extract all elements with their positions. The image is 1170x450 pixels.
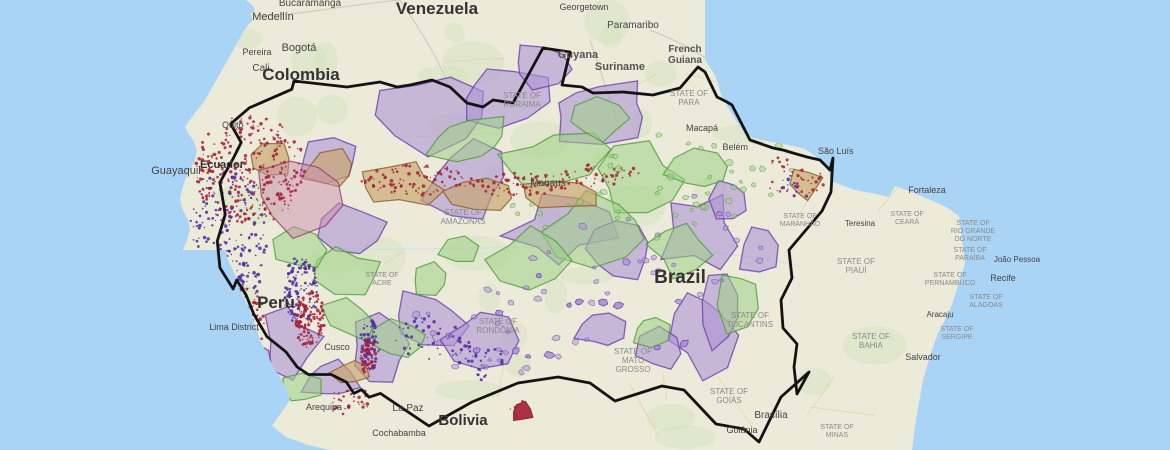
svg-text:STATE OF: STATE OF <box>953 247 986 254</box>
svg-text:ALAGOAS: ALAGOAS <box>969 302 1003 309</box>
svg-text:STATE OF: STATE OF <box>479 317 517 326</box>
svg-text:MATO: MATO <box>622 356 644 365</box>
svg-text:Venezuela: Venezuela <box>396 0 479 18</box>
svg-text:TOCANTINS: TOCANTINS <box>727 320 773 329</box>
svg-text:STATE OF: STATE OF <box>852 332 890 341</box>
svg-text:Ecuador: Ecuador <box>200 159 245 171</box>
svg-text:Bolivia: Bolivia <box>438 412 488 429</box>
svg-text:RORAIMA: RORAIMA <box>503 100 541 109</box>
svg-text:DO NORTE: DO NORTE <box>955 236 992 243</box>
svg-text:PARAÍBA: PARAÍBA <box>955 253 985 262</box>
svg-text:João Pessoa: João Pessoa <box>994 255 1041 264</box>
svg-text:Perú: Perú <box>257 293 295 312</box>
svg-text:ACRE: ACRE <box>372 280 392 287</box>
svg-text:Cochabamba: Cochabamba <box>372 428 426 438</box>
svg-text:Fortaleza: Fortaleza <box>908 185 946 195</box>
svg-text:PIAUÍ: PIAUÍ <box>846 266 868 275</box>
svg-text:STATE OF: STATE OF <box>783 213 816 220</box>
svg-text:Recife: Recife <box>990 273 1016 283</box>
svg-text:Guyana: Guyana <box>558 49 599 61</box>
svg-text:Salvador: Salvador <box>905 352 941 362</box>
svg-text:Guayaquil: Guayaquil <box>151 165 201 177</box>
svg-text:STATE OF: STATE OF <box>940 326 973 333</box>
svg-text:STATE OF: STATE OF <box>614 347 652 356</box>
svg-text:SERGIPE: SERGIPE <box>941 334 972 341</box>
svg-text:RIO GRANDE: RIO GRANDE <box>951 228 996 235</box>
svg-text:Cusco: Cusco <box>324 342 350 352</box>
svg-text:STATE OF: STATE OF <box>837 257 875 266</box>
svg-text:Brazil: Brazil <box>654 267 706 288</box>
svg-text:AMAZONAS: AMAZONAS <box>441 217 486 226</box>
svg-text:BAHIA: BAHIA <box>859 341 884 350</box>
svg-text:Teresina: Teresina <box>845 219 876 228</box>
svg-text:STATE OF: STATE OF <box>503 91 541 100</box>
svg-text:Arequipa: Arequipa <box>306 402 342 412</box>
svg-text:Manaus: Manaus <box>530 178 566 189</box>
svg-text:São Luís: São Luís <box>818 146 854 156</box>
svg-text:Medellín: Medellín <box>252 11 294 23</box>
svg-text:RONDÔNIA: RONDÔNIA <box>476 326 520 335</box>
svg-text:Colombia: Colombia <box>262 65 340 84</box>
svg-text:La Paz: La Paz <box>392 403 423 414</box>
svg-text:Guiana: Guiana <box>668 55 702 66</box>
svg-text:STATE OF: STATE OF <box>670 89 708 98</box>
svg-text:Aracaju: Aracaju <box>926 310 953 319</box>
svg-text:STATE OF: STATE OF <box>933 272 966 279</box>
svg-text:STATE OF: STATE OF <box>890 211 923 218</box>
svg-text:STATE OF: STATE OF <box>956 220 989 227</box>
svg-text:GROSSO: GROSSO <box>615 365 650 374</box>
svg-text:PERNAMBUCO: PERNAMBUCO <box>925 280 976 287</box>
svg-text:STATE OF: STATE OF <box>365 272 398 279</box>
svg-text:PARA: PARA <box>678 98 700 107</box>
svg-text:Belém: Belém <box>722 142 748 152</box>
svg-text:French: French <box>668 44 701 55</box>
svg-text:Bucaramanga: Bucaramanga <box>279 0 342 9</box>
svg-text:Paramaribo: Paramaribo <box>607 20 659 31</box>
svg-text:Suriname: Suriname <box>595 61 645 73</box>
svg-text:GOIÁS: GOIÁS <box>716 396 741 405</box>
svg-text:Macapá: Macapá <box>686 123 718 133</box>
svg-text:MINAS: MINAS <box>826 432 849 439</box>
svg-text:STATE OF: STATE OF <box>710 387 748 396</box>
svg-text:Quito: Quito <box>222 120 244 130</box>
svg-text:Georgetown: Georgetown <box>559 2 608 12</box>
svg-text:Brasília: Brasília <box>754 410 788 421</box>
svg-text:STATE OF: STATE OF <box>820 424 853 431</box>
svg-text:CEARÁ: CEARÁ <box>895 217 919 226</box>
svg-text:Lima District: Lima District <box>209 322 259 332</box>
svg-text:STATE OF: STATE OF <box>731 311 769 320</box>
svg-text:Bogotá: Bogotá <box>282 42 318 54</box>
svg-text:MARANHÃO: MARANHÃO <box>780 219 821 228</box>
svg-text:Goiânia: Goiânia <box>726 425 757 435</box>
svg-text:STATE OF: STATE OF <box>969 294 1002 301</box>
svg-text:Pereira: Pereira <box>242 47 271 57</box>
svg-text:STATE OF: STATE OF <box>444 208 482 217</box>
